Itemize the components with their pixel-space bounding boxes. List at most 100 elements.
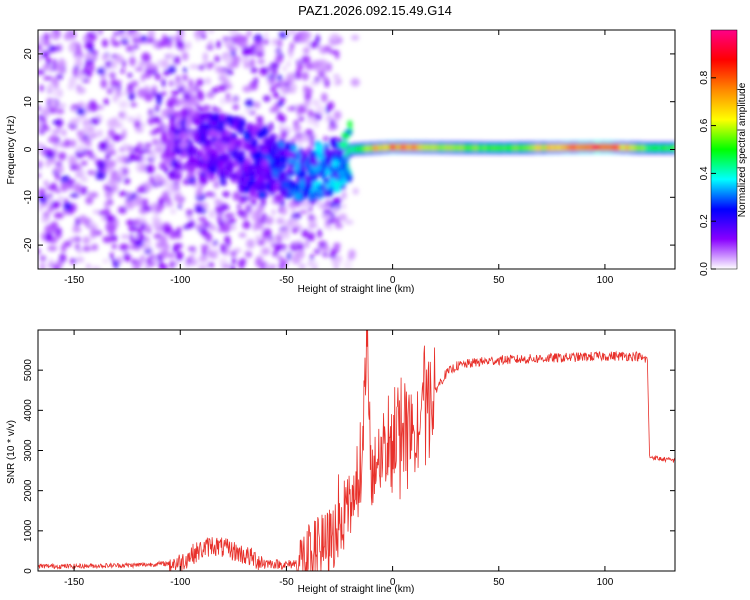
noise-blob — [43, 32, 50, 42]
noise-blob — [350, 78, 360, 87]
noise-blob — [73, 182, 82, 193]
noise-blob — [75, 256, 85, 263]
ridge-band-inner — [367, 144, 371, 152]
ridge-band-inner — [486, 144, 489, 152]
noise-blob — [111, 183, 119, 193]
ridge-blob — [256, 130, 265, 139]
noise-blob — [111, 135, 122, 142]
noise-blob — [145, 244, 151, 251]
ridge-blob — [219, 119, 225, 130]
noise-blob — [327, 101, 335, 111]
spectrogram-heatmap — [38, 30, 675, 269]
noise-blob — [169, 80, 174, 87]
ridge-band-inner — [477, 144, 480, 152]
noise-blob — [151, 216, 161, 223]
ridge-band-inner — [514, 144, 517, 152]
ridge-band-inner — [659, 144, 662, 152]
noise-blob — [276, 74, 283, 81]
noise-blob — [207, 262, 215, 268]
ridge-band-inner — [432, 143, 436, 151]
noise-blob — [107, 226, 115, 237]
noise-blob — [244, 107, 252, 114]
ridge-blob — [193, 132, 200, 141]
ridge-band-inner — [557, 144, 561, 152]
ridge-blob — [180, 108, 188, 119]
noise-blob — [68, 157, 78, 166]
ridge-band-inner — [553, 144, 557, 152]
noise-blob — [294, 69, 302, 80]
ridge-band-inner — [472, 144, 475, 152]
noise-blob — [211, 226, 218, 231]
ridge-band-inner — [346, 150, 349, 158]
noise-blob — [265, 216, 274, 226]
ridge-band-inner — [406, 143, 409, 151]
ridge-band-inner — [535, 144, 539, 152]
noise-blob — [162, 124, 169, 131]
ridge-band-inner — [497, 144, 501, 152]
noise-blob — [294, 217, 298, 224]
noise-blob — [254, 39, 263, 46]
noise-blob — [219, 257, 228, 266]
noise-blob — [237, 209, 245, 216]
ridge-band-inner — [538, 144, 541, 152]
noise-blob — [197, 30, 207, 36]
noise-blob — [206, 62, 214, 68]
noise-blob — [242, 221, 252, 230]
ridge-band-inner — [440, 144, 443, 152]
ridge-band-inner — [533, 144, 536, 152]
ridge-blob — [220, 142, 227, 152]
noise-blob — [76, 86, 86, 95]
noise-blob — [291, 105, 296, 112]
colorbar-gradient — [710, 29, 738, 270]
ridge-band-inner — [488, 144, 492, 152]
ridge-blob — [279, 154, 287, 164]
ridge-blob — [187, 108, 194, 118]
noise-blob — [91, 266, 101, 269]
noise-blob — [282, 247, 286, 254]
noise-blob — [38, 43, 42, 52]
ridge-band-inner — [515, 144, 518, 152]
noise-blob — [80, 160, 88, 166]
ridge-band-inner — [506, 144, 510, 152]
ridge-blob — [298, 179, 306, 187]
ridge-band-inner — [427, 143, 431, 151]
ridge-band-inner — [381, 144, 385, 152]
ridge-band-inner — [625, 144, 628, 152]
ridge-band-inner — [513, 144, 516, 152]
noise-blob — [78, 214, 88, 225]
noise-blob — [57, 151, 67, 161]
noise-blob — [277, 100, 284, 107]
noise-blob — [108, 167, 113, 175]
y-tick-label: -10 — [23, 190, 34, 205]
ridge-core — [611, 145, 620, 150]
noise-blob — [40, 232, 47, 241]
noise-blob — [232, 104, 240, 111]
noise-blob — [262, 228, 272, 238]
ridge-band-inner — [655, 144, 659, 152]
noise-blob — [51, 46, 62, 51]
ridge-band-inner — [628, 144, 632, 152]
noise-blob — [109, 149, 117, 156]
noise-blob — [295, 103, 299, 110]
noise-blob — [52, 129, 62, 134]
ridge-band-inner — [521, 144, 525, 152]
ridge-band-inner — [504, 144, 507, 152]
ridge-band-inner — [561, 143, 564, 151]
noise-blob — [53, 265, 60, 269]
noise-blob — [344, 219, 354, 225]
noise-blob — [334, 223, 343, 229]
ridge-band-inner — [547, 144, 550, 152]
ridge-blob — [305, 182, 314, 189]
noise-blob — [154, 73, 162, 81]
noise-blob — [257, 59, 266, 65]
noise-blob — [102, 235, 113, 244]
noise-blob — [322, 244, 330, 253]
ridge-blob — [250, 187, 256, 198]
ridge-blob — [255, 164, 264, 175]
noise-blob — [40, 129, 45, 135]
noise-blob — [189, 64, 199, 70]
ridge-band-inner — [544, 144, 548, 152]
ridge-blob — [282, 180, 290, 189]
ridge-band-inner — [467, 144, 470, 152]
